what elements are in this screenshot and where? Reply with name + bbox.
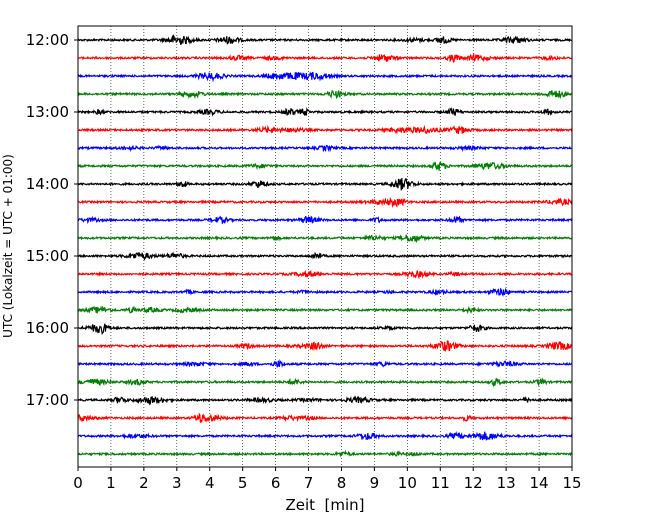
- trace-1645: [77, 377, 573, 388]
- trace-group: [77, 34, 573, 458]
- x-tick-label: 5: [238, 474, 248, 492]
- trace-1230: [77, 71, 573, 83]
- trace-1300: [77, 106, 573, 117]
- trace-1745: [77, 449, 573, 458]
- y-axis-ticks: 12:00 13:00 14:00 15:00 16:00 17:00: [26, 31, 78, 409]
- trace-1600: [77, 323, 573, 335]
- trace-1215: [77, 52, 573, 63]
- x-tick-label: 7: [304, 474, 314, 492]
- trace-1700: [78, 395, 573, 406]
- y-tick-label: 12:00: [26, 31, 69, 49]
- trace-1730: [77, 430, 573, 441]
- y-tick-label: 13:00: [26, 103, 69, 121]
- y-axis-label: UTC (Lokalzeit = UTC + 01:00): [1, 154, 15, 338]
- trace-1515: [77, 269, 573, 280]
- trace-1245: [77, 89, 573, 100]
- x-tick-label: 15: [562, 474, 581, 492]
- y-tick-label: 17:00: [26, 391, 69, 409]
- trace-1500: [77, 251, 573, 261]
- trace-1630: [77, 358, 573, 368]
- x-tick-label: 11: [431, 474, 450, 492]
- trace-1445: [77, 234, 573, 244]
- x-tick-label: 8: [337, 474, 347, 492]
- trace-1545: [77, 305, 573, 315]
- x-tick-label: 3: [172, 474, 182, 492]
- trace-1345: [77, 160, 573, 171]
- y-tick-label: 14:00: [26, 175, 69, 193]
- trace-1715: [77, 412, 573, 423]
- x-tick-label: 13: [497, 474, 516, 492]
- x-axis-label: Zeit [min]: [285, 496, 364, 514]
- trace-1400: [77, 177, 573, 191]
- y-tick-label: 16:00: [26, 319, 69, 337]
- trace-1530: [77, 287, 573, 297]
- trace-1200: [77, 34, 573, 45]
- x-tick-label: 14: [530, 474, 549, 492]
- x-axis-ticks: 0 1 2 3 4 5 6 7 8 9 10 11 12 13 14 15: [73, 467, 582, 492]
- trace-1330: [77, 144, 573, 153]
- x-tick-label: 0: [73, 474, 83, 492]
- x-tick-label: 2: [139, 474, 149, 492]
- plot-frame: [77, 25, 573, 468]
- y-tick-label: 15:00: [26, 247, 69, 265]
- trace-1315: [77, 124, 573, 135]
- x-tick-label: 6: [271, 474, 281, 492]
- x-tick-label: 12: [464, 474, 483, 492]
- x-tick-label: 1: [106, 474, 116, 492]
- x-tick-label: 4: [205, 474, 215, 492]
- x-tick-label: 9: [370, 474, 380, 492]
- trace-1415: [77, 196, 573, 209]
- trace-1430: [77, 215, 573, 225]
- x-tick-label: 10: [398, 474, 417, 492]
- trace-1615: [77, 340, 573, 352]
